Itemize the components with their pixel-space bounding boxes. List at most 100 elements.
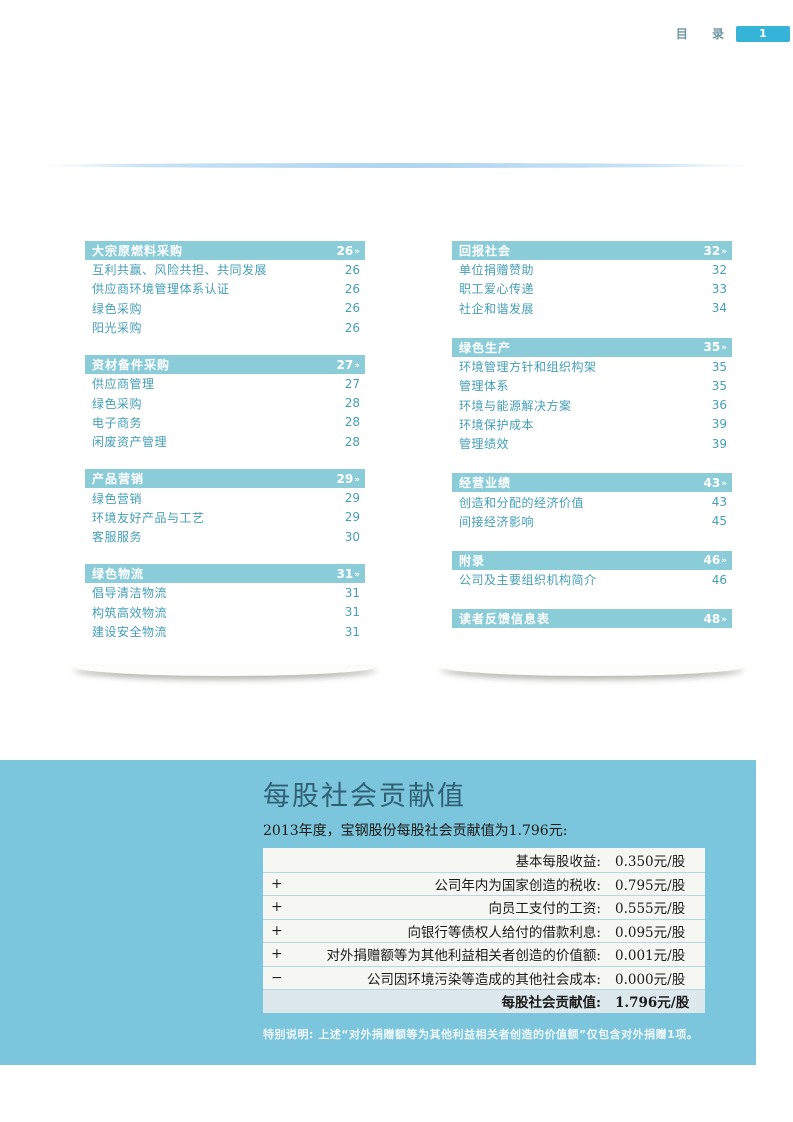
toc-item[interactable]: 绿色采购 28 [85,393,365,412]
toc-item-label: 单位捐赠赞助 [459,263,535,278]
toc-section-page: 32» [703,244,727,258]
chevron-right-icon: » [721,343,727,354]
toc-item-label: 构筑高效物流 [92,605,168,620]
toc-section-page: 46» [703,553,727,567]
toc-section-title: 产品营销 [92,472,145,487]
toc-item-label: 阳光采购 [92,321,143,336]
toc-item-page: 31 [344,624,360,639]
toc-item[interactable]: 构筑高效物流 31 [85,603,365,622]
toc-item[interactable]: 供应商环境管理体系认证 26 [85,279,365,298]
chevron-right-icon: » [721,614,727,625]
toc-page-number: 32 [703,243,721,258]
toc-section-green-production: 绿色生产 35» 环境管理方针和组织构架 35 管理体系 35 环境与能源解决方… [452,337,732,453]
toc-item[interactable]: 管理绩效 39 [452,434,732,453]
toc-item-label: 绿色采购 [92,301,143,316]
toc-section-logistics: 绿色物流 31» 倡导清洁物流 31 构筑高效物流 31 建设安全物流 31 [85,564,365,641]
toc-item[interactable]: 互利共赢、风险共担、共同发展 26 [85,260,365,279]
row-value: 0.095元/股 [615,924,686,941]
row-sign: + [271,946,283,963]
toc-item[interactable]: 阳光采购 26 [85,318,365,337]
toc-section-header[interactable]: 资材备件采购 27» [85,355,365,375]
toc-section-title: 回报社会 [459,244,512,258]
toc-item-page: 35 [711,378,727,393]
toc-section-header[interactable]: 绿色物流 31» [85,564,365,584]
toc-item-label: 倡导清洁物流 [92,586,168,601]
toc-item-page: 28 [344,434,360,449]
row-label: 公司年内为国家创造的税收: [434,877,601,894]
toc-item-label: 间接经济影响 [459,514,535,529]
row-value: 0.001元/股 [615,948,686,965]
toc-item[interactable]: 环境与能源解决方案 36 [452,395,732,414]
row-value: 0.000元/股 [615,971,686,988]
chevron-right-icon: » [721,246,727,257]
toc-item-page: 26 [344,281,360,296]
toc-item[interactable]: 电子商务 28 [85,413,365,432]
toc-section-page: 31» [336,567,360,581]
toc-item-label: 电子商务 [92,415,143,430]
toc-item[interactable]: 客服服务 30 [85,527,365,546]
toc-section-header[interactable]: 附录 46» [452,550,732,570]
toc-item-label: 创造和分配的经济价值 [459,495,585,510]
header-title: 目 录 [675,27,734,41]
row-value: 0.350元/股 [615,853,686,870]
toc-item[interactable]: 建设安全物流 31 [85,622,365,641]
toc-section-title: 资材备件采购 [92,358,171,373]
toc-section-marketing: 产品营销 29» 绿色营销 29 环境友好产品与工艺 29 客服服务 30 [85,469,365,546]
toc-item[interactable]: 倡导清洁物流 31 [85,583,365,602]
page-number-badge: 1 [736,25,790,42]
toc-section-header[interactable]: 产品营销 29» [85,469,365,489]
toc-item[interactable]: 绿色营销 29 [85,488,365,507]
toc-page-number: 29 [336,471,354,486]
chevron-right-icon: » [354,360,360,371]
toc-item[interactable]: 闲废资产管理 28 [85,432,365,451]
toc-item-page: 26 [344,320,360,335]
toc-item-label: 客服服务 [92,530,143,545]
row-value: 0.555元/股 [615,901,686,918]
toc-item-label: 环境保护成本 [459,417,535,432]
toc-section-header[interactable]: 大宗原燃料采购 26» [85,241,365,260]
toc-section-header[interactable]: 读者反馈信息表 48» [452,609,732,629]
toc-item-label: 环境友好产品与工艺 [92,510,205,525]
toc-item[interactable]: 环境友好产品与工艺 29 [85,508,365,527]
toc-section-title: 读者反馈信息表 [459,612,551,627]
toc-section-feedback: 读者反馈信息表 48» [452,609,732,629]
toc-section-appendix: 附录 46» 公司及主要组织机构简介 46 [452,550,732,589]
section-intro: 2013年度，宝钢股份每股社会贡献值为1.796元: [263,823,568,839]
toc-item-page: 35 [711,359,727,374]
table-total-row: 每股社会贡献值: 1.796元/股 [263,989,705,1013]
toc-item-label: 绿色营销 [92,491,143,506]
toc-section-materials: 资材备件采购 27» 供应商管理 27 绿色采购 28 电子商务 28 闲废资产… [85,355,365,451]
toc-item[interactable]: 绿色采购 26 [85,299,365,318]
toc-item[interactable]: 环境管理方针和组织构架 35 [452,357,732,376]
toc-item-page: 46 [711,572,727,587]
toc-item[interactable]: 公司及主要组织机构简介 46 [452,570,732,589]
toc-item[interactable]: 职工爱心传递 33 [452,279,732,298]
toc-section-header[interactable]: 回报社会 32» [452,241,732,260]
toc-page-number: 43 [703,475,721,490]
toc-item-page: 28 [344,415,360,430]
toc-section-header[interactable]: 绿色生产 35» [452,337,732,357]
table-row: + 向银行等债权人给付的借款利息: 0.095元/股 [263,918,705,943]
row-label: 公司因环境污染等造成的其他社会成本: [366,971,601,988]
chevron-right-icon: » [721,478,727,489]
toc-item-label: 建设安全物流 [92,625,168,639]
table-row: + 公司年内为国家创造的税收: 0.795元/股 [263,871,705,896]
toc-item[interactable]: 管理体系 35 [452,376,732,395]
toc-item[interactable]: 供应商管理 27 [85,374,365,393]
toc-item-page: 39 [711,417,727,432]
toc-item[interactable]: 创造和分配的经济价值 43 [452,492,732,511]
row-value: 0.795元/股 [615,877,686,894]
toc-item[interactable]: 间接经济影响 45 [452,512,732,531]
toc-item-page: 31 [344,605,360,620]
toc-section-performance: 经营业绩 43» 创造和分配的经济价值 43 间接经济影响 45 [452,473,732,531]
toc-item-label: 供应商管理 [92,377,155,392]
toc-item[interactable]: 环境保护成本 39 [452,415,732,434]
row-label: 对外捐赠额等为其他利益相关者创造的价值额: [326,948,601,965]
card-shadow [73,666,377,676]
toc-item[interactable]: 社企和谐发展 34 [452,299,732,318]
section-note: 特别说明: 上述“对外捐赠额等为其他利益相关者创造的价值额”仅包含对外捐赠1项。 [263,1028,699,1041]
toc-section-title: 绿色生产 [459,340,512,355]
toc-item[interactable]: 单位捐赠赞助 32 [452,260,732,279]
toc-section-header[interactable]: 经营业绩 43» [452,473,732,493]
